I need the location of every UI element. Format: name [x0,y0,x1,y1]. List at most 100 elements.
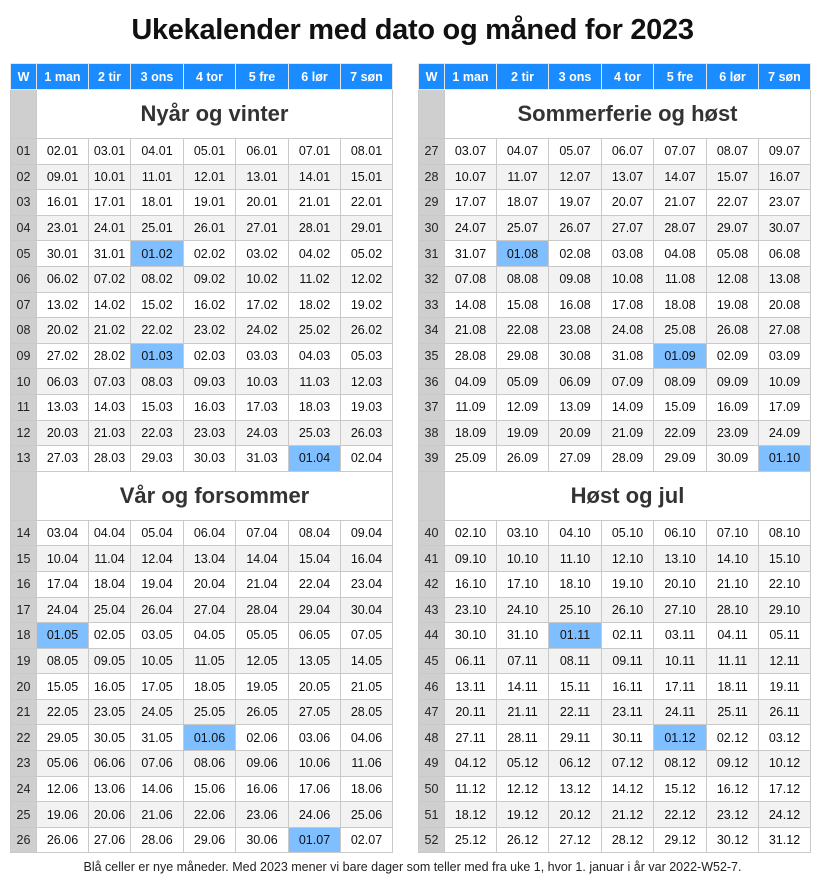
date-cell: 30.05 [88,724,131,752]
date-cell: 02.05 [88,622,131,649]
week-number: 03 [10,189,37,216]
column-gap [392,343,419,369]
week-row: 20 15.05 16.05 17.05 18.05 19.05 20.05 21.05 46 1… [10,673,811,700]
date-cell: 20.05 [288,673,341,700]
date-cell: 05.07 [548,138,602,165]
date-cell: 16.02 [183,291,236,319]
date-cell: 25.04 [88,596,131,624]
date-cell: 06.09 [548,368,602,395]
date-cell: 24.09 [758,419,811,447]
week-number: 22 [10,724,37,752]
date-cell: 07.01 [288,138,341,165]
date-cell: 06.07 [601,138,654,165]
date-cell: 23.01 [36,214,89,242]
date-cell: 09.05 [88,647,131,675]
section-title-row: Vår og forsommer Høst og jul [10,470,811,521]
date-cell: 13.10 [653,545,707,572]
date-cell: 29.04 [288,596,341,624]
header-day: 6 lør [706,63,759,90]
date-cell: 18.12 [444,801,497,828]
date-cell: 24.11 [653,698,707,726]
date-cell: 08.11 [548,647,602,675]
date-cell: 28.03 [88,445,131,472]
week-row: 16 17.04 18.04 19.04 20.04 21.04 22.04 23.04 42 1… [10,570,811,598]
week-row: 03 16.01 17.01 18.01 19.01 20.01 21.01 22.01 29 1… [10,189,811,216]
date-cell: 14.01 [288,163,341,191]
date-cell: 05.08 [706,240,759,267]
date-cell: 10.04 [36,545,89,572]
week-row: 08 20.02 21.02 22.02 23.02 24.02 25.02 26.02 34 2… [10,317,811,344]
date-cell: 28.09 [601,445,654,472]
date-cell: 09.10 [444,545,497,572]
week-number: 41 [418,545,445,572]
date-cell: 17.07 [444,189,497,216]
column-gap [392,240,419,267]
date-cell: 24.12 [758,801,811,828]
date-cell: 21.07 [653,189,707,216]
date-cell: 28.12 [601,826,654,854]
date-cell: 15.05 [36,673,89,700]
date-cell: 06.06 [88,750,131,777]
header-day: 3 ons [548,63,602,90]
date-cell: 23.06 [235,801,289,828]
page-title: Ukekalender med dato og måned for 2023 [131,14,694,46]
date-cell: 18.03 [288,393,341,421]
date-cell: 13.02 [36,291,89,319]
column-gap [392,545,419,572]
date-cell: 15.06 [183,775,236,803]
date-cell: 05.03 [340,342,393,370]
date-cell: 09.09 [706,368,759,395]
date-cell: 23.11 [601,698,654,726]
date-cell: 16.10 [444,570,497,598]
date-cell: 14.04 [235,545,289,572]
date-cell: 27.08 [758,317,811,344]
date-cell: 03.12 [758,724,811,752]
date-cell: 24.07 [444,214,497,242]
date-cell: 02.07 [340,826,393,854]
date-cell: 26.09 [496,445,549,472]
week-number: 38 [418,419,445,447]
date-cell: 12.12 [496,775,549,803]
date-cell: 30.12 [706,826,759,854]
date-cell: 20.02 [36,317,89,344]
date-cell: 03.11 [653,622,707,649]
week-number: 04 [10,214,37,242]
column-gap [392,292,419,318]
date-cell: 08.07 [706,138,759,165]
date-cell: 19.10 [601,570,654,598]
date-cell: 04.07 [496,138,549,165]
date-cell: 28.04 [235,596,289,624]
date-cell: 15.01 [340,163,393,191]
column-gap [392,189,419,216]
date-cell: 17.04 [36,570,89,598]
month-start-date-cell: 01.12 [653,724,707,752]
date-cell: 18.10 [548,570,602,598]
date-cell: 21.01 [288,189,341,216]
date-cell: 14.11 [496,673,549,700]
date-cell: 18.04 [88,570,131,598]
week-number: 33 [418,291,445,319]
date-cell: 05.06 [36,750,89,777]
week-row: 14 03.04 04.04 05.04 06.04 07.04 08.04 09.04 40 0… [10,519,811,547]
date-cell: 15.04 [288,545,341,572]
date-cell: 22.04 [288,570,341,598]
date-cell: 07.10 [706,519,759,547]
date-cell: 12.05 [235,647,289,675]
week-number: 36 [418,368,445,395]
date-cell: 03.09 [758,342,811,370]
date-cell: 30.08 [548,342,602,370]
date-cell: 04.02 [288,240,341,267]
date-cell: 05.11 [758,622,811,649]
date-cell: 22.02 [130,317,184,344]
date-cell: 09.03 [183,368,236,395]
date-cell: 04.08 [653,240,707,267]
date-cell: 13.07 [601,163,654,191]
week-number: 05 [10,240,37,267]
date-cell: 04.09 [444,368,497,395]
date-cell: 19.01 [183,189,236,216]
date-cell: 12.10 [601,545,654,572]
date-cell: 31.12 [758,826,811,854]
date-cell: 17.12 [758,775,811,803]
week-number: 14 [10,519,37,547]
